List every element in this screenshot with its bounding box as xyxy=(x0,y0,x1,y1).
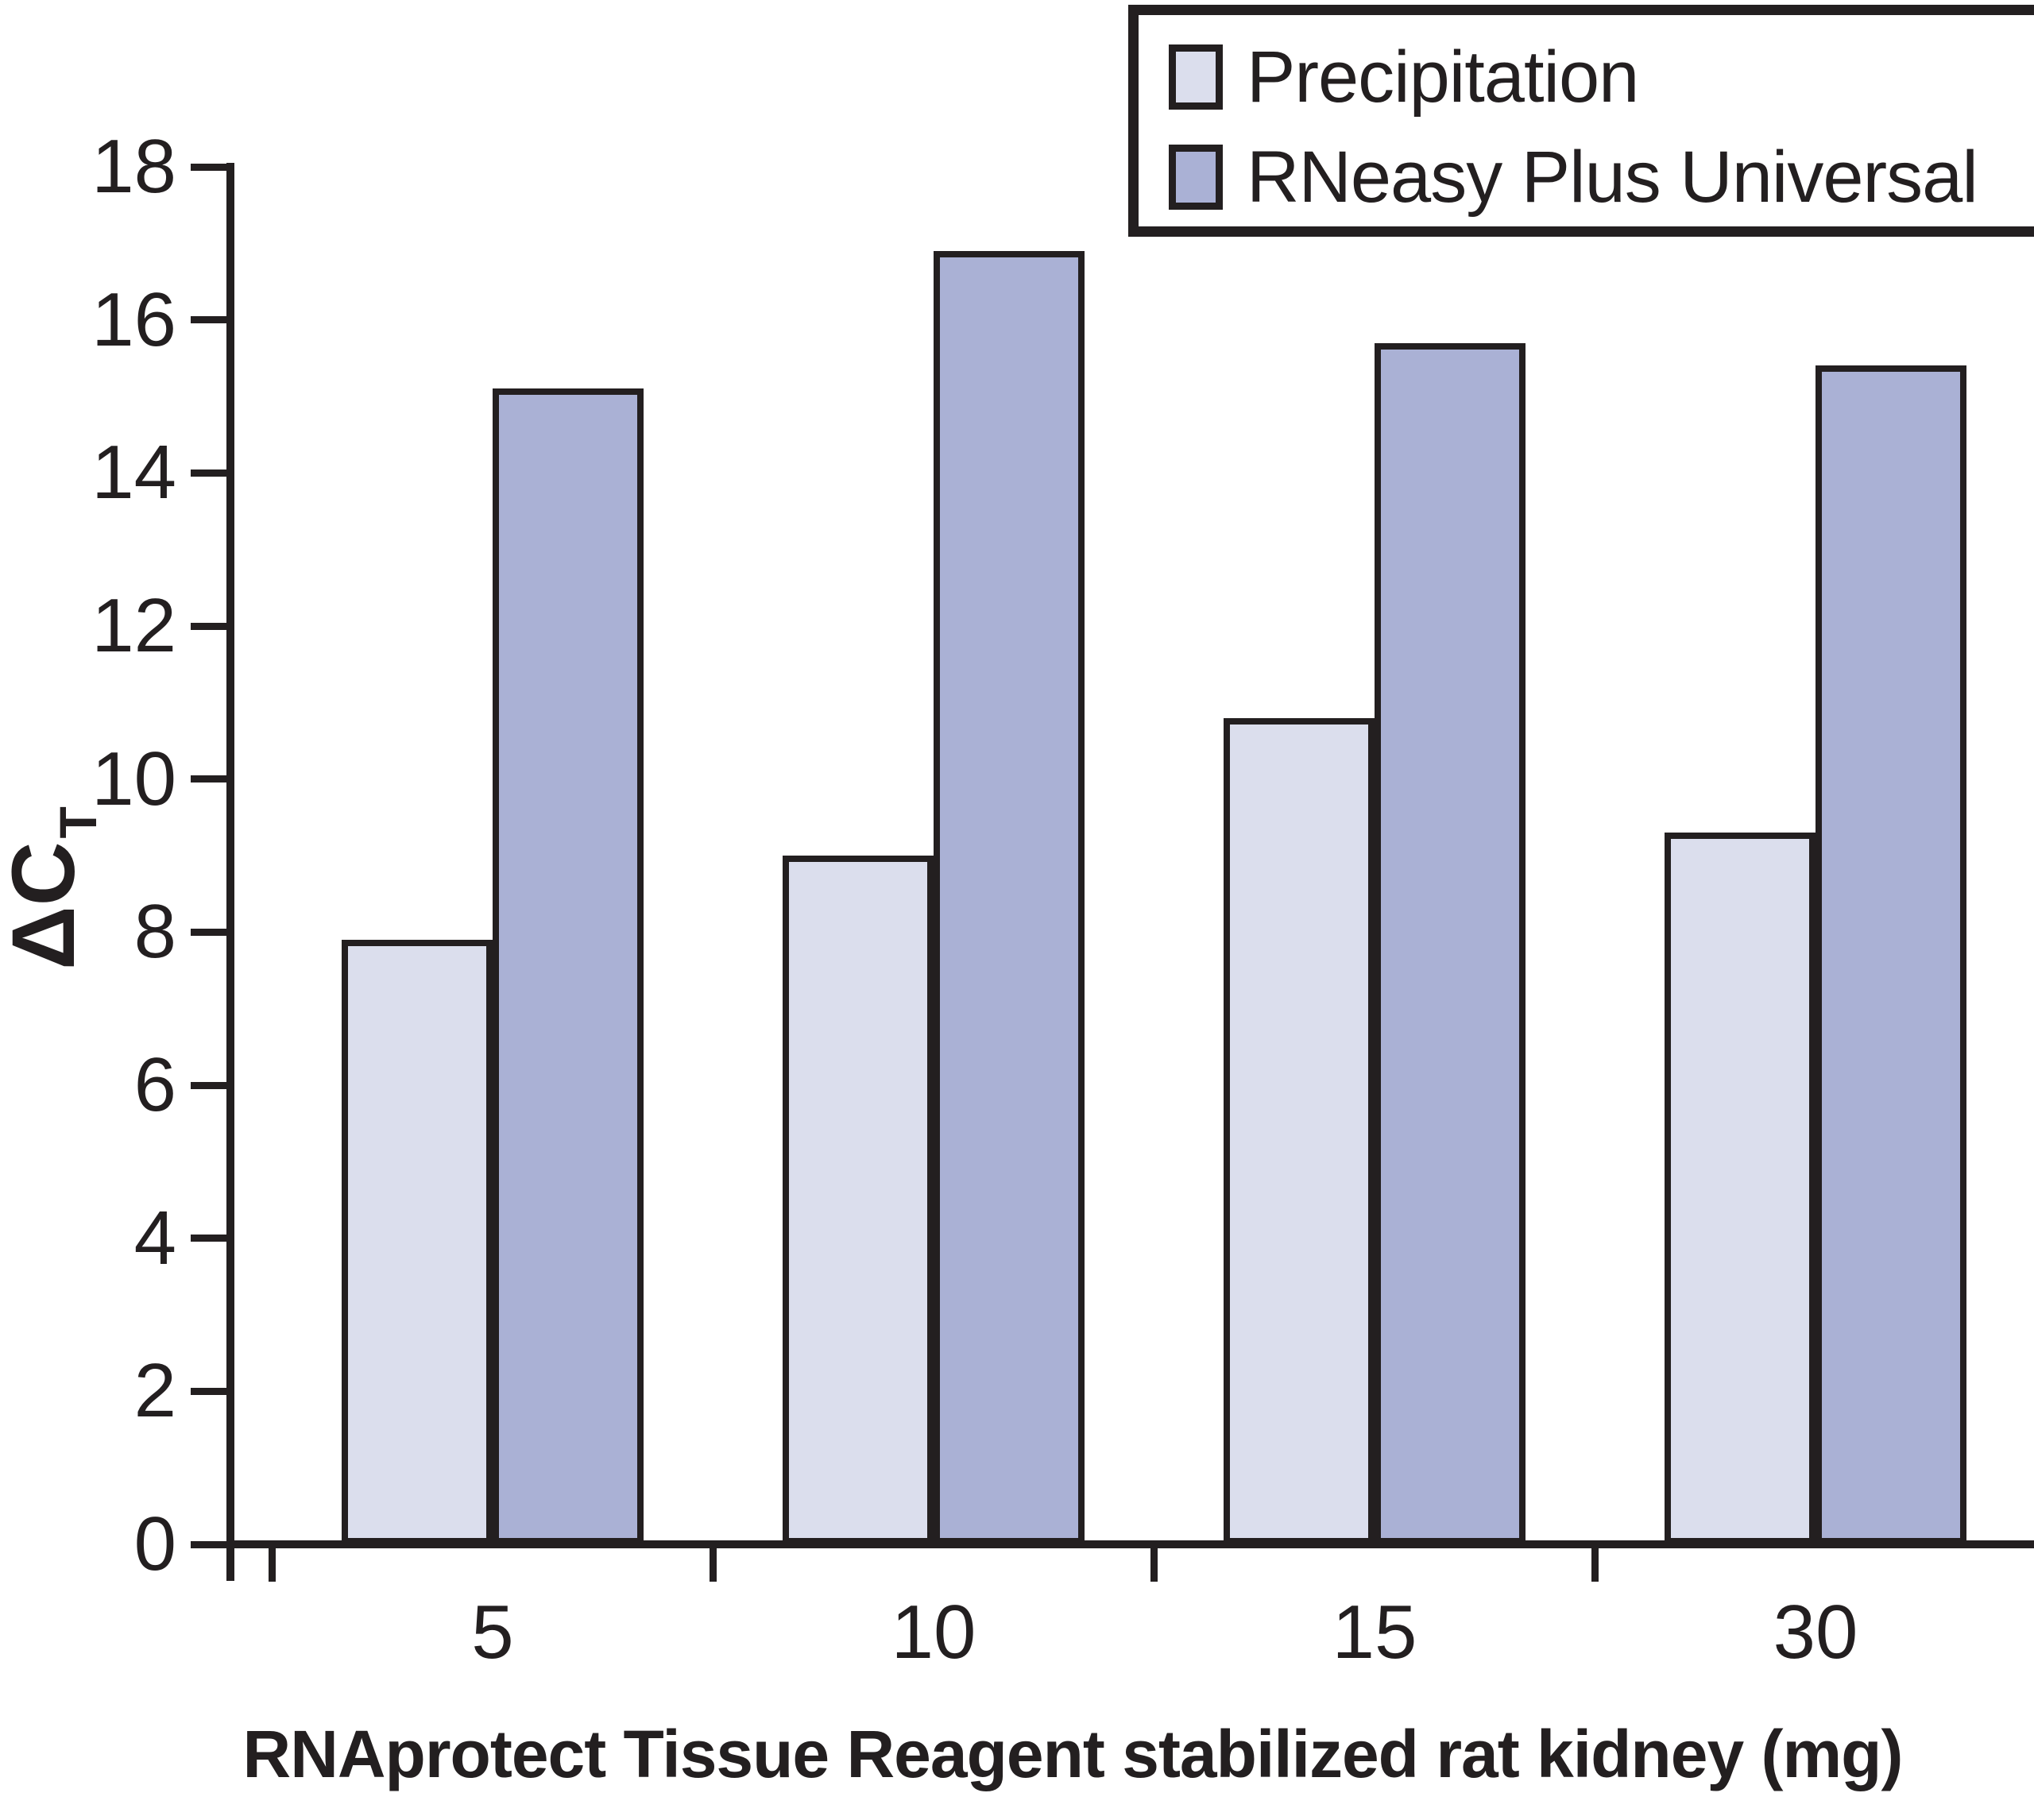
y-tick-0 xyxy=(191,1540,230,1548)
y-tick-2 xyxy=(191,1387,230,1395)
bar-rneasy-plus-universal-30 xyxy=(1816,365,1966,1544)
bar-precipitation-5 xyxy=(342,940,493,1544)
y-axis-line xyxy=(226,163,234,1581)
y-tick-4 xyxy=(191,1235,230,1242)
y-tick-label-16: 16 xyxy=(91,276,176,362)
y-tick-label-10: 10 xyxy=(91,736,176,821)
bar-rneasy-plus-universal-5 xyxy=(493,388,644,1544)
y-axis-title: ΔCT xyxy=(0,769,107,1007)
y-tick-label-14: 14 xyxy=(91,430,176,516)
y-tick-6 xyxy=(191,1081,230,1089)
x-tick-label-15: 15 xyxy=(1332,1590,1417,1675)
y-tick-14 xyxy=(191,469,230,477)
y-tick-18 xyxy=(191,163,230,171)
legend: Precipitation RNeasy Plus Universal xyxy=(1128,5,2034,237)
y-axis-title-subscript: T xyxy=(48,806,107,839)
y-axis-title-main: ΔC xyxy=(0,841,93,970)
y-tick-10 xyxy=(191,775,230,783)
x-tick-label-10: 10 xyxy=(891,1590,976,1675)
y-tick-label-12: 12 xyxy=(91,583,176,668)
bar-precipitation-10 xyxy=(783,856,934,1544)
x-axis-line xyxy=(226,1540,2034,1548)
x-tick-label-30: 30 xyxy=(1773,1590,1858,1675)
y-tick-label-4: 4 xyxy=(133,1195,176,1281)
legend-label: RNeasy Plus Universal xyxy=(1247,137,1978,218)
y-tick-16 xyxy=(191,316,230,324)
x-tick-1 xyxy=(710,1548,717,1582)
y-tick-label-18: 18 xyxy=(91,124,176,209)
x-tick-0 xyxy=(269,1548,276,1582)
rneasy-swatch-icon xyxy=(1169,145,1223,210)
x-tick-2 xyxy=(1150,1548,1158,1582)
bar-precipitation-15 xyxy=(1224,718,1375,1544)
y-tick-label-0: 0 xyxy=(133,1501,176,1586)
bar-precipitation-30 xyxy=(1665,833,1816,1544)
y-tick-label-8: 8 xyxy=(133,889,176,975)
legend-entry-precipitation: Precipitation xyxy=(1169,37,1639,118)
bar-rneasy-plus-universal-10 xyxy=(934,251,1085,1544)
y-tick-label-6: 6 xyxy=(133,1042,176,1127)
y-tick-8 xyxy=(191,928,230,936)
bar-rneasy-plus-universal-15 xyxy=(1375,343,1526,1544)
legend-label: Precipitation xyxy=(1247,37,1639,118)
y-tick-label-2: 2 xyxy=(133,1348,176,1434)
y-tick-12 xyxy=(191,622,230,630)
precipitation-swatch-icon xyxy=(1169,44,1223,110)
x-axis-title: RNAprotect Tissue Reagent stabilized rat… xyxy=(242,1717,1904,1791)
legend-entry-rneasy-plus-universal: RNeasy Plus Universal xyxy=(1169,139,1978,215)
x-tick-3 xyxy=(1591,1548,1599,1582)
x-tick-label-5: 5 xyxy=(471,1590,514,1675)
